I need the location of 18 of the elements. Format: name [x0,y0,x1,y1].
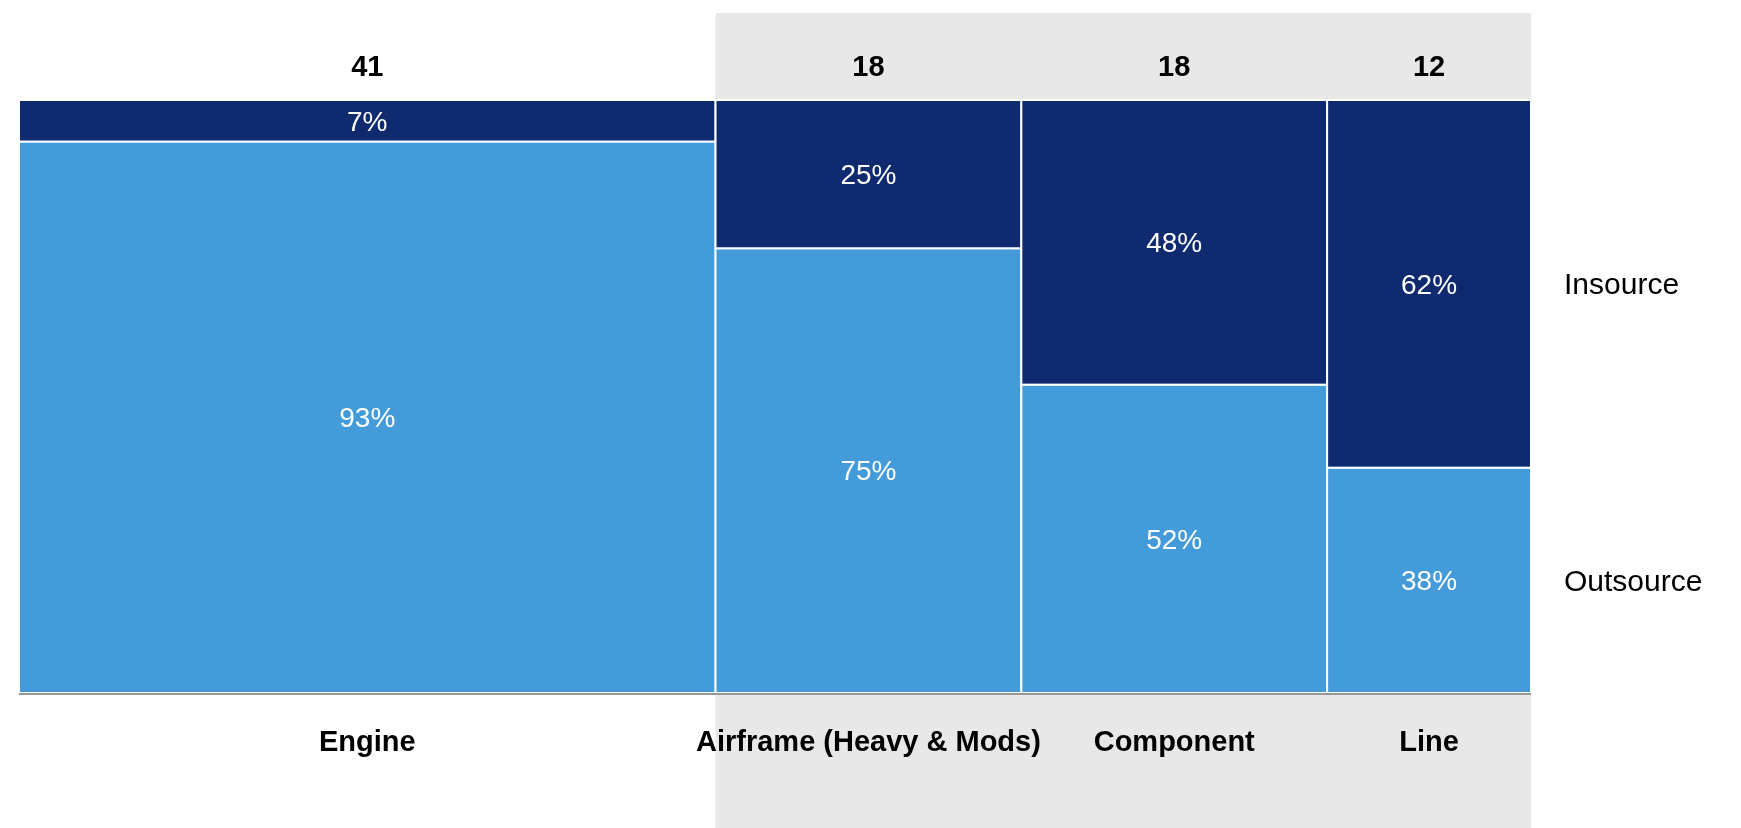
data-label: 52% [1146,523,1203,555]
data-label: 93% [339,402,396,434]
series-label: Insource [1564,267,1680,301]
data-label: 62% [1401,268,1458,300]
data-label: 38% [1401,565,1458,597]
category-label: Component [1093,725,1256,758]
text: 41 [351,50,384,83]
data-label: 48% [1146,227,1203,259]
series-label: Outsource [1564,563,1703,597]
category-label: Airframe (Heavy & Mods) [696,725,1041,758]
text: 18 [1158,50,1191,83]
category-label: Engine [318,725,416,758]
text: 18 [852,50,885,83]
data-label: 7% [347,105,388,137]
category-label: Line [1399,725,1459,758]
text: 12 [1412,50,1446,83]
data-label: 75% [840,455,897,487]
data-label: 25% [840,158,897,190]
